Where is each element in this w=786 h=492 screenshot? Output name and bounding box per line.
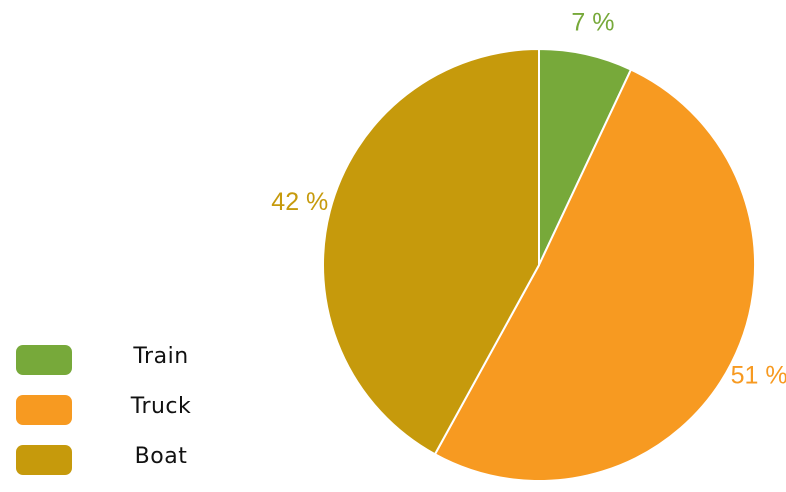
legend: Train Truck Boat	[16, 342, 216, 492]
pie-slices	[322, 47, 757, 483]
pie-slice-boat	[322, 47, 540, 456]
slice-label-train: 7 %	[571, 9, 614, 37]
legend-item-truck: Truck	[16, 392, 216, 442]
legend-item-train: Train	[16, 342, 216, 392]
pie-chart: 7 % 51 % 42 %	[271, 9, 786, 483]
legend-label-truck: Truck	[130, 394, 192, 419]
pie-svg: 7 % 51 % 42 %	[271, 9, 786, 483]
slice-label-boat: 42 %	[271, 188, 328, 216]
legend-swatch-train	[16, 345, 72, 375]
slice-label-truck: 51 %	[731, 362, 786, 390]
legend-swatch-boat	[16, 445, 72, 475]
pie-slice-labels: 7 % 51 % 42 %	[271, 9, 786, 390]
legend-item-boat: Boat	[16, 442, 216, 492]
legend-label-boat: Boat	[134, 444, 188, 469]
legend-swatch-truck	[16, 395, 72, 425]
legend-label-train: Train	[133, 344, 189, 369]
